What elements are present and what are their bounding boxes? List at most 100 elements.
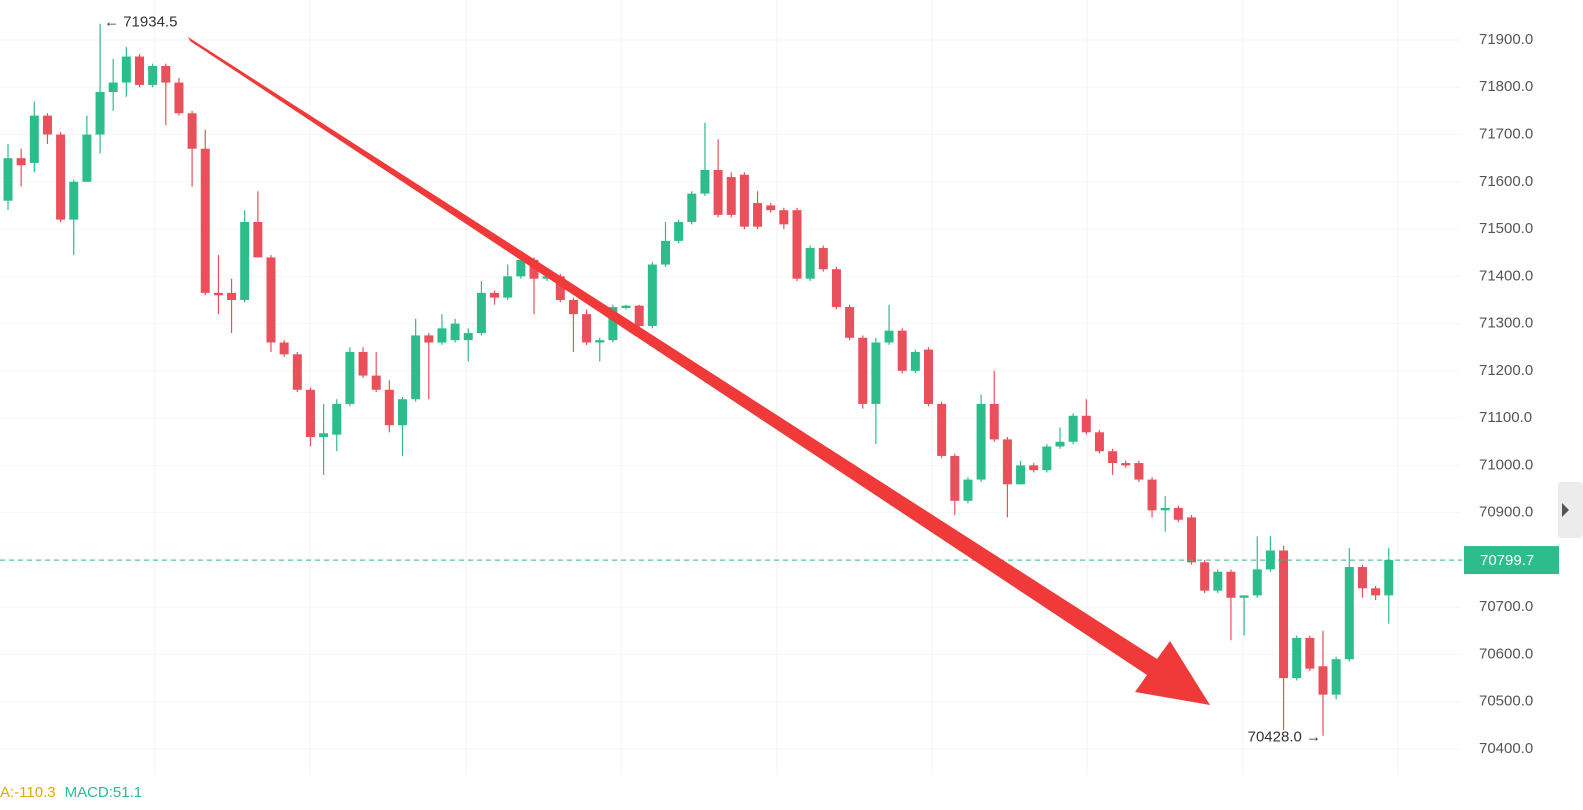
candle-body xyxy=(805,247,815,279)
candle-body xyxy=(726,177,736,215)
candle-body xyxy=(1068,415,1078,442)
candle-body xyxy=(1213,571,1223,591)
candle-body xyxy=(1160,507,1170,511)
plot-area: 70400.070500.070600.070700.070800.070900… xyxy=(0,23,1533,757)
candle-body xyxy=(1081,415,1091,433)
candle-body xyxy=(1357,567,1367,589)
candle-body xyxy=(647,264,657,326)
candle-body xyxy=(976,403,986,480)
candle-body xyxy=(634,305,644,326)
y-tick-label: 71100.0 xyxy=(1479,409,1532,426)
y-tick-label: 70400.0 xyxy=(1479,740,1533,757)
trend-arrow xyxy=(188,37,1210,705)
last-price-box xyxy=(1464,546,1559,575)
candle-body xyxy=(753,203,763,227)
candle-body xyxy=(1121,463,1131,466)
candle-body xyxy=(687,193,697,222)
y-tick-label: 71800.0 xyxy=(1479,78,1533,95)
candle-body xyxy=(818,247,828,270)
last-price-label: 70799.7 xyxy=(1480,552,1534,569)
y-tick-label: 71900.0 xyxy=(1479,31,1533,48)
collapse-handle[interactable] xyxy=(1558,482,1583,538)
candle-body xyxy=(411,335,421,400)
candle-body xyxy=(871,342,881,404)
candle-body xyxy=(503,276,513,298)
candle-body xyxy=(1002,439,1012,485)
candle-body xyxy=(989,403,999,440)
candle-body xyxy=(700,169,710,194)
candle-body xyxy=(739,174,749,227)
candle-body xyxy=(371,375,381,390)
candle-body xyxy=(766,205,776,211)
candle-body xyxy=(450,323,460,341)
candle-body xyxy=(858,337,868,404)
y-tick-label: 71200.0 xyxy=(1479,362,1533,379)
candle-body xyxy=(292,354,302,390)
candle-body xyxy=(1305,637,1315,669)
y-tick-label: 71700.0 xyxy=(1479,126,1533,143)
candle-body xyxy=(227,292,237,300)
candle-body xyxy=(1108,451,1118,464)
candle-body xyxy=(1292,637,1302,679)
candle-body xyxy=(69,181,79,220)
candle-body xyxy=(332,403,342,435)
y-tick-label: 71000.0 xyxy=(1479,456,1533,473)
candle-body xyxy=(713,169,723,215)
candle-body xyxy=(174,82,184,114)
candle-body xyxy=(779,210,789,225)
candle-body xyxy=(161,65,171,83)
candle-body xyxy=(305,389,315,438)
collapse-icon xyxy=(1562,503,1569,517)
candle-body xyxy=(135,56,144,85)
candle-body xyxy=(424,335,434,343)
candle-body xyxy=(148,65,158,85)
candle-body xyxy=(845,307,855,338)
candle-body xyxy=(1384,560,1394,596)
high-marker-label: ← 71934.5 xyxy=(104,14,177,31)
y-tick-label: 70500.0 xyxy=(1479,693,1533,710)
candle-body xyxy=(595,340,605,343)
candle-body xyxy=(1029,465,1039,471)
candle-body xyxy=(1187,517,1196,563)
candle-body xyxy=(897,330,907,371)
candle-body xyxy=(121,56,131,83)
candle-body xyxy=(358,351,368,376)
candle-body xyxy=(319,433,329,438)
candle-body xyxy=(1318,666,1328,695)
candle-body xyxy=(831,269,841,308)
y-tick-label: 71300.0 xyxy=(1479,315,1533,332)
candle-body xyxy=(187,113,197,149)
y-tick-label: 70700.0 xyxy=(1479,598,1533,615)
candle-body xyxy=(29,115,39,163)
candle-body xyxy=(582,314,592,343)
y-tick-label: 71400.0 xyxy=(1479,267,1533,284)
candle-body xyxy=(674,221,684,241)
candle-body xyxy=(279,342,289,355)
candle-body xyxy=(16,158,26,166)
candle-body xyxy=(924,349,933,404)
candle-body xyxy=(213,292,223,296)
y-tick-label: 70900.0 xyxy=(1479,504,1533,521)
candle-body xyxy=(792,210,802,279)
candle-body xyxy=(1252,569,1262,596)
candle-body xyxy=(937,403,947,456)
candle-body xyxy=(1016,465,1026,485)
candle-body xyxy=(963,479,973,501)
candle-body xyxy=(108,82,118,92)
y-tick-label: 70600.0 xyxy=(1479,645,1533,662)
candle-body xyxy=(490,292,500,298)
low-marker-label: 70428.0 → xyxy=(1248,729,1321,746)
candle-body xyxy=(516,259,526,277)
candle-body xyxy=(240,221,250,300)
candle-body xyxy=(82,134,92,182)
indicator-label: MACD:51.1 xyxy=(65,784,143,801)
candle-body xyxy=(1173,507,1183,520)
candle-body xyxy=(95,91,105,135)
candle-body xyxy=(1279,550,1289,679)
candle-body xyxy=(1371,588,1381,596)
candle-body xyxy=(884,330,894,343)
candle-body xyxy=(1239,595,1249,598)
candle-body xyxy=(200,148,210,293)
y-tick-label: 71500.0 xyxy=(1479,220,1533,237)
